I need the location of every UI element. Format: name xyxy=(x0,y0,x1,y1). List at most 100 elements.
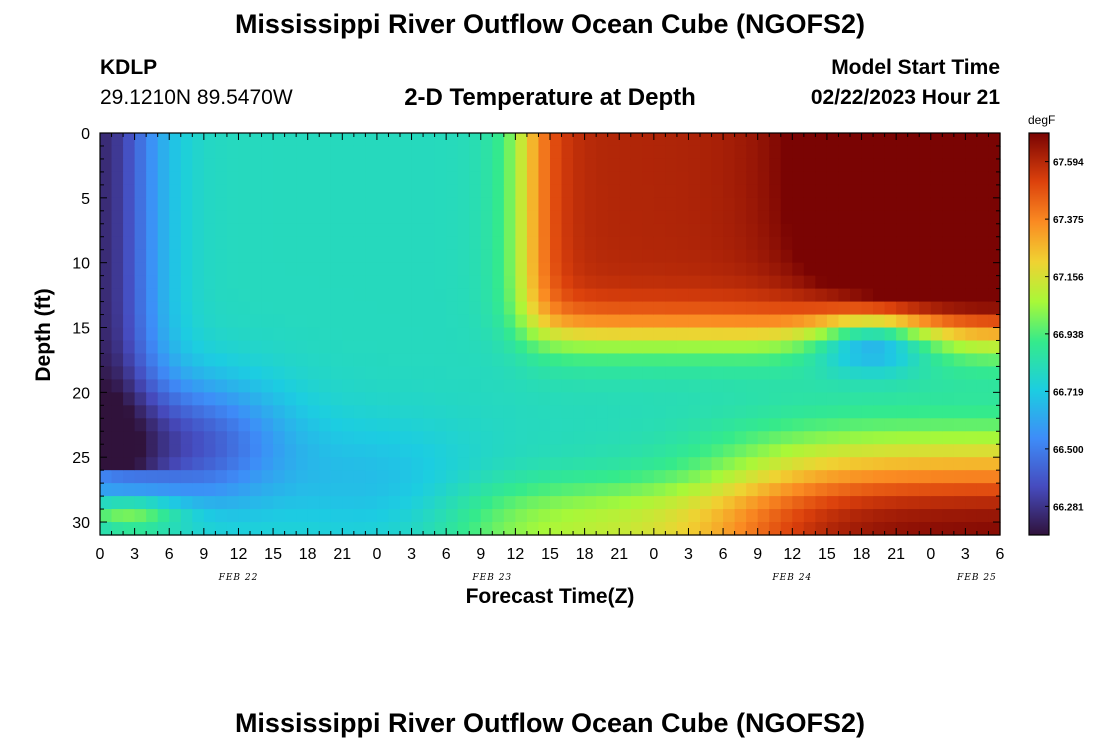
colorbar-band xyxy=(1029,238,1049,240)
colorbar-band xyxy=(1029,490,1049,492)
heatmap-cell xyxy=(642,392,655,406)
heatmap-cell xyxy=(965,158,978,173)
heatmap-cell xyxy=(653,366,666,380)
heatmap-cell xyxy=(273,340,286,355)
colorbar-band xyxy=(1029,360,1049,362)
heatmap-cell xyxy=(342,392,355,406)
heatmap-cell xyxy=(630,133,643,147)
heatmap-cell xyxy=(988,314,1001,329)
heatmap-cell xyxy=(607,431,620,445)
heatmap-cell xyxy=(792,327,805,342)
heatmap-cell xyxy=(630,444,643,458)
heatmap-cell xyxy=(100,184,113,199)
heatmap-cell xyxy=(550,418,563,432)
heatmap-cell xyxy=(596,275,609,290)
heatmap-cell xyxy=(919,223,932,238)
heatmap-cell xyxy=(723,509,736,523)
heatmap-cell xyxy=(192,288,205,303)
heatmap-cell xyxy=(273,509,286,523)
heatmap-cell xyxy=(353,288,366,303)
heatmap-cell xyxy=(457,366,470,380)
heatmap-cell xyxy=(319,496,332,510)
heatmap-cell xyxy=(988,236,1001,251)
heatmap-cell xyxy=(250,133,263,147)
heatmap-cell xyxy=(434,522,447,536)
heatmap-cell xyxy=(861,483,874,497)
heatmap-cell xyxy=(111,366,124,380)
heatmap-cell xyxy=(953,158,966,173)
heatmap-cell xyxy=(273,327,286,342)
colorbar-band xyxy=(1029,379,1049,381)
heatmap-cell xyxy=(896,262,909,277)
heatmap-cell xyxy=(711,366,724,380)
heatmap-cell xyxy=(550,470,563,484)
heatmap-cell xyxy=(480,197,493,212)
heatmap-cell xyxy=(700,470,713,484)
colorbar-band xyxy=(1029,361,1049,363)
heatmap-cell xyxy=(803,522,816,536)
colorbar-band xyxy=(1029,222,1049,224)
colorbar-band xyxy=(1029,247,1049,249)
colorbar-band xyxy=(1029,454,1049,456)
heatmap-cell xyxy=(100,249,113,264)
heatmap-cell xyxy=(619,145,632,160)
heatmap-cell xyxy=(526,366,540,380)
heatmap-cell xyxy=(561,145,574,160)
heatmap-cell xyxy=(596,236,609,251)
heatmap-cell xyxy=(769,379,782,393)
heatmap-cell xyxy=(169,249,182,264)
heatmap-cell xyxy=(538,392,551,406)
heatmap-cell xyxy=(676,496,690,510)
heatmap-cell xyxy=(873,145,886,160)
colorbar-gradient xyxy=(1029,133,1049,536)
heatmap-cell xyxy=(838,327,851,342)
heatmap-cell xyxy=(988,145,1001,160)
heatmap-cell xyxy=(330,483,343,497)
heatmap-cell xyxy=(250,210,263,225)
heatmap-cell xyxy=(353,314,366,329)
heatmap-cell xyxy=(723,133,736,147)
heatmap-cell xyxy=(134,509,147,523)
heatmap-cell xyxy=(157,133,170,147)
heatmap-cell xyxy=(561,457,574,471)
heatmap-cell xyxy=(850,418,863,432)
heatmap-cell xyxy=(688,301,701,316)
heatmap-cell xyxy=(411,236,424,251)
heatmap-cell xyxy=(226,483,240,497)
heatmap-cell xyxy=(400,301,413,316)
heatmap-cell xyxy=(850,366,863,380)
colorbar-band xyxy=(1029,137,1049,139)
heatmap-cell xyxy=(515,522,528,536)
heatmap-cell xyxy=(653,457,666,471)
heatmap-cell xyxy=(907,457,920,471)
heatmap-cell xyxy=(423,379,436,393)
heatmap-cell xyxy=(988,418,1001,432)
heatmap-cell xyxy=(734,392,747,406)
heatmap-cell xyxy=(434,457,447,471)
heatmap-cell xyxy=(469,288,482,303)
heatmap-cell xyxy=(226,145,240,160)
heatmap-cell xyxy=(838,483,851,497)
heatmap-cell xyxy=(584,509,597,523)
colorbar-band xyxy=(1029,497,1049,499)
colorbar-band xyxy=(1029,472,1049,474)
heatmap-cell xyxy=(584,184,597,199)
heatmap-cell xyxy=(619,301,632,316)
colorbar-band xyxy=(1029,501,1049,503)
heatmap-cell xyxy=(642,496,655,510)
heatmap-cell xyxy=(238,509,251,523)
heatmap-cell xyxy=(446,262,459,277)
heatmap-cell xyxy=(526,327,540,342)
colorbar-band xyxy=(1029,261,1049,263)
heatmap-cell xyxy=(584,483,597,497)
heatmap-cell xyxy=(861,171,874,186)
colorbar-band xyxy=(1029,416,1049,418)
heatmap-cell xyxy=(146,197,159,212)
heatmap-cell xyxy=(330,158,343,173)
heatmap-cell xyxy=(169,262,182,277)
heatmap-cell xyxy=(469,379,482,393)
colorbar-band xyxy=(1029,196,1049,198)
heatmap-cell xyxy=(503,223,516,238)
heatmap-cell xyxy=(330,262,343,277)
heatmap-cell xyxy=(596,301,609,316)
